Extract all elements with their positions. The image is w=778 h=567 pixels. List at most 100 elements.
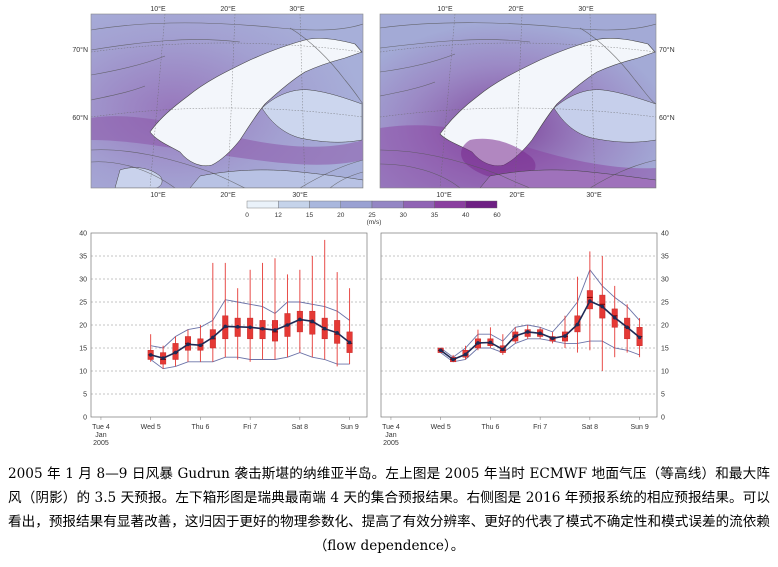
finland-landmass bbox=[261, 89, 363, 143]
colorbar-swatch bbox=[309, 200, 341, 209]
colorbar-tick-label: 35 bbox=[431, 212, 439, 219]
ensemble-mean-point bbox=[211, 335, 215, 340]
colorbar-tick-label: 15 bbox=[306, 212, 314, 219]
lat-label-right: 60°N bbox=[659, 114, 675, 122]
x-tick-label: Wed 5 bbox=[141, 424, 161, 431]
ensemble-mean-point bbox=[310, 319, 315, 324]
colorbar-swatch bbox=[403, 200, 435, 209]
colorbar-swatch bbox=[434, 200, 466, 209]
colorbar-tick-label: 12 bbox=[275, 212, 283, 219]
y-tick-label: 20 bbox=[79, 323, 87, 330]
x-tick-label: Thu 6 bbox=[191, 424, 209, 431]
y-tick-label: 15 bbox=[79, 346, 87, 353]
lat-label-left: 60°N bbox=[72, 114, 88, 122]
y-tick-label: 30 bbox=[79, 277, 87, 284]
map-right bbox=[379, 13, 657, 189]
x-tick-sublabel: 2005 bbox=[93, 440, 109, 447]
finland-landmass bbox=[553, 89, 656, 143]
y-tick-label: 15 bbox=[661, 346, 669, 353]
lat-label-right: 70°N bbox=[659, 46, 675, 54]
y-tick-label: 30 bbox=[661, 277, 669, 284]
x-tick-label: Tue 4 bbox=[92, 424, 110, 431]
colorbar-tick-label: 30 bbox=[400, 212, 408, 219]
lon-label-bottom: 30°E bbox=[292, 191, 308, 199]
ensemble-mean-point bbox=[501, 347, 505, 352]
ensemble-mean-point bbox=[273, 328, 277, 332]
colorbar-swatch bbox=[246, 200, 279, 209]
y-tick-label: 5 bbox=[83, 392, 87, 399]
lon-label-top: 10°E bbox=[437, 5, 453, 13]
y-tick-label: 25 bbox=[79, 300, 87, 307]
x-tick-label: Thu 6 bbox=[481, 424, 499, 431]
ensemble-mean-point bbox=[285, 323, 290, 327]
ensemble-mean-point bbox=[148, 353, 153, 357]
ensemble-mean-point bbox=[525, 330, 530, 334]
ensemble-mean-point bbox=[575, 322, 580, 327]
ensemble-mean-point bbox=[463, 352, 468, 357]
lon-label-top: 20°E bbox=[220, 5, 236, 13]
x-tick-sublabel: 2005 bbox=[383, 440, 399, 447]
ensemble-mean-point bbox=[248, 325, 252, 330]
ensemble-mean-point bbox=[438, 348, 443, 353]
box-iqr bbox=[296, 310, 303, 333]
ensemble-mean-point bbox=[612, 315, 617, 320]
lon-label-top: 30°E bbox=[289, 5, 305, 13]
y-tick-label: 10 bbox=[661, 369, 669, 376]
ensemble-mean-point bbox=[298, 317, 302, 322]
ensemble-mean-point bbox=[600, 304, 605, 309]
y-tick-label: 35 bbox=[661, 254, 669, 261]
ensemble-mean-point bbox=[513, 334, 518, 338]
ensemble-mean-point bbox=[550, 336, 555, 341]
ensemble-mean-point bbox=[198, 343, 203, 348]
ensemble-mean-point bbox=[451, 357, 455, 362]
ensemble-mean-point bbox=[588, 299, 592, 303]
lon-label-bottom: 20°E bbox=[509, 191, 525, 199]
x-tick-sublabel: Jan bbox=[385, 432, 396, 439]
x-tick-label: Sat 8 bbox=[292, 424, 308, 431]
scandinavia-landmass bbox=[149, 38, 363, 167]
ensemble-mean-point bbox=[322, 326, 327, 331]
lon-label-bottom: 30°E bbox=[586, 191, 602, 199]
lon-label-bottom: 20°E bbox=[220, 191, 236, 199]
colorbar-swatch bbox=[340, 200, 373, 209]
y-tick-label: 0 bbox=[83, 415, 87, 422]
baltic-coast bbox=[479, 169, 656, 188]
colorbar-unit: (m/s) bbox=[367, 219, 382, 226]
x-tick-label: Sun 9 bbox=[340, 424, 358, 431]
x-tick-label: Sat 8 bbox=[582, 424, 598, 431]
lon-label-top: 30°E bbox=[578, 5, 594, 13]
ensemble-mean-point bbox=[563, 334, 567, 338]
x-tick-label: Wed 5 bbox=[431, 424, 451, 431]
figure-caption: 2005 年 1 月 8—9 日风暴 Gudrun 袭击斯堪的纳维亚半岛。左上图… bbox=[8, 466, 770, 554]
ensemble-mean-point bbox=[476, 341, 480, 345]
y-tick-label: 20 bbox=[661, 323, 669, 330]
colorbar-swatch bbox=[278, 200, 310, 209]
colorbar-tick-label: 0 bbox=[245, 212, 249, 219]
colorbar-swatch bbox=[371, 200, 404, 209]
map-coordinate-labels: 10°E 20°E 30°E 10°E 20°E 30°E 10°E 20°E … bbox=[72, 5, 674, 199]
colorbar: (m/s) 0 12 15 20 25 30 35 40 60 bbox=[245, 200, 501, 226]
lon-label-bottom: 10°E bbox=[436, 191, 452, 199]
y-tick-label: 5 bbox=[661, 392, 665, 399]
ensemble-mean-point bbox=[260, 326, 265, 331]
y-tick-label: 0 bbox=[661, 415, 665, 422]
y-tick-label: 40 bbox=[661, 231, 669, 238]
x-tick-sublabel: Jan bbox=[95, 432, 106, 439]
colorbar-swatch bbox=[465, 200, 498, 209]
y-tick-label: 25 bbox=[661, 300, 669, 307]
ensemble-mean-point bbox=[335, 331, 339, 335]
ensemble-mean-point bbox=[223, 324, 228, 329]
lon-label-top: 10°E bbox=[150, 5, 166, 13]
colorbar-tick-label: 25 bbox=[368, 212, 376, 219]
y-tick-label: 10 bbox=[79, 369, 87, 376]
x-tick-label: Fri 7 bbox=[243, 424, 257, 431]
ensemble-mean-point bbox=[488, 340, 493, 345]
colorbar-tick-label: 20 bbox=[337, 212, 345, 219]
lat-label-left: 70°N bbox=[72, 46, 88, 54]
y-tick-label: 35 bbox=[79, 254, 87, 261]
ensemble-mean-point bbox=[173, 350, 178, 355]
lon-label-top: 20°E bbox=[508, 5, 524, 13]
